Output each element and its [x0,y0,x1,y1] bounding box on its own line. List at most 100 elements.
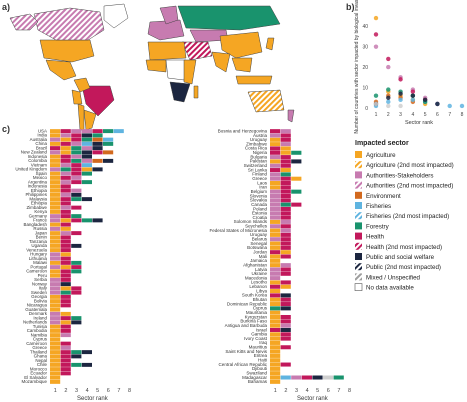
heatmap-cell-agriculture [270,336,281,341]
legend-label: Agriculture (2nd most impacted) [366,162,454,169]
heatmap-cell-authorities [270,176,281,181]
heatmap-cell-authorities [50,282,61,287]
x-tick-label: 5 [316,388,319,394]
legend-swatch-agriculture [355,151,362,158]
heatmap-cell-forestry [71,197,82,202]
heatmap-cell-health [280,137,291,142]
heatmap-cell-health [60,371,71,376]
country-label: Denmark [29,311,48,316]
x-tick-label: 3 [75,388,78,394]
x-tick-label: 6 [107,388,110,394]
heatmap-cell-health [270,250,281,255]
heatmap-cell-agriculture [270,254,281,259]
heatmap-cell-authorities [280,129,291,134]
heatmap-cell-authorities [50,218,61,223]
heatmap-cell-health [60,235,71,240]
legend-label: Environment [366,193,401,200]
heatmap-cell-health [280,224,291,229]
country-label: Nepal [35,358,47,363]
country-label: Lebanon [249,284,267,289]
scatter-point-fisheries [386,99,391,105]
country-label: Chile [37,362,48,367]
heatmap-cell-authorities [50,311,61,316]
country-label: Latvia [255,267,268,272]
country-label: Pakistan [250,159,268,164]
heatmap-cell-agriculture [50,192,61,197]
scatter-point-mixed [373,101,379,107]
heatmap-cell-agriculture [270,245,281,250]
legend-swatch-authorities [355,171,362,179]
country-label: Uganda [31,243,47,248]
heatmap-cell-health [280,267,291,272]
heatmap-cell-agriculture [50,209,61,214]
x-tick-label: 7 [117,388,120,394]
heatmap-cell-agriculture [50,239,61,244]
heatmap-cell-agriculture [50,231,61,236]
scatter-point-authorities [386,64,391,70]
heatmap-cell-agriculture [50,154,61,159]
country-label: Peru [38,273,48,278]
country-label: Mauritania [246,310,268,315]
heatmap-cell-public [92,218,103,223]
heatmap-cell-agriculture [50,158,61,163]
heatmap-cell-authorities [60,333,71,338]
heatmap-cell-agriculture [50,197,61,202]
legend-swatch-health [355,242,362,250]
heatmap-cell-agriculture [50,328,61,333]
map-country [219,31,263,59]
heatmap-cell-authorities [280,228,291,233]
country-label: Bangladesh [23,222,47,227]
country-label: Japan [35,230,48,235]
heatmap-cell-agriculture [270,366,281,371]
heatmap-cell-authorities [270,224,281,229]
country-label: Bulgaria [250,154,267,159]
heatmap-cell-agriculture [291,176,302,181]
country-label: United Kingdom [15,167,47,172]
country-label: Georgia [31,294,47,299]
heatmap-cell-health [291,202,302,207]
heatmap-cell-authorities [270,193,281,199]
country-label: Ethiopia [31,188,48,193]
country-label: Poland [253,206,268,211]
heatmap-cell-health [280,280,291,285]
heatmap-cell-agriculture [270,345,281,350]
country-label: Cameroon [26,269,47,274]
heatmap-cell-authorities [50,320,61,325]
country-label: Solomon Islands [234,219,268,224]
heatmap-cell-health [60,303,71,308]
country-label: Botswana [247,245,267,250]
heatmap-cell-health [280,215,291,220]
legend-label: Health [366,234,384,241]
heatmap-cell-authorities [280,142,291,147]
heatmap-cell-authorities [50,316,61,321]
country-label: Belarus [252,237,268,242]
y-tick-label: 10 [362,86,368,92]
x-tick-label: 2 [387,112,390,118]
y-tick-label: 0 [365,106,368,112]
heatmap-cell-authorities [60,171,71,176]
heatmap-cell-public [92,146,103,151]
country-label: Slovakia [250,198,268,203]
country-label: Iran [259,185,267,190]
x-tick-label: 6 [436,112,439,118]
scatter-point-public [422,97,428,103]
heatmap-cell-agriculture [270,241,281,246]
country-label: Laos [257,180,268,185]
heatmap-cell-health [60,269,71,274]
heatmap-cell-health [60,358,71,363]
heatmap-cell-agriculture [270,258,281,263]
heatmap-cell-health [280,206,291,211]
heatmap-cell-authorities [50,150,61,155]
heatmap-cell-agriculture [60,320,71,325]
heatmap-cell-health [60,175,71,180]
y-tick-label: 20 [362,65,368,71]
country-label: Venezuela [26,247,47,252]
heatmap-cell-agriculture [270,375,281,380]
heatmap-cell-health [60,367,71,372]
country-label: Bhutan [253,297,268,302]
heatmap-cell-agriculture [50,367,61,372]
sector-rank-scatter: 0 10 20 30 40 1 2 3 4 5 6 7 8 Sector rank Number of co… [354,0,465,134]
heatmap-cell-health [280,211,291,216]
heatmap-cell-health [60,362,71,367]
legend-title: Impacted sector [355,140,409,147]
